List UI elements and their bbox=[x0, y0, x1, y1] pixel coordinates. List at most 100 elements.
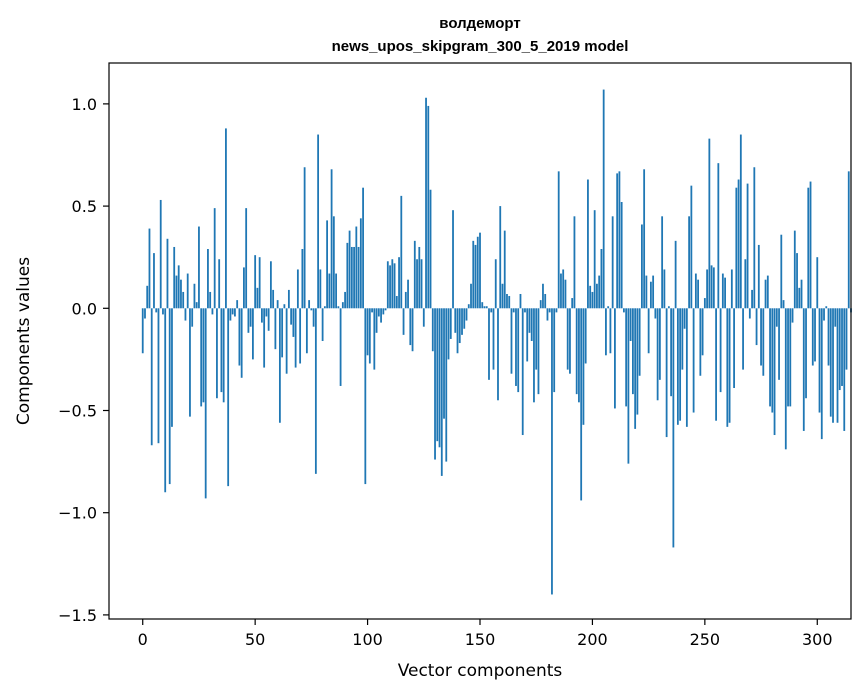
bar-0 bbox=[141, 308, 144, 354]
bar-143 bbox=[463, 308, 466, 329]
bar-171 bbox=[526, 308, 529, 362]
bar-8 bbox=[159, 199, 162, 309]
bar-237 bbox=[674, 240, 677, 309]
bar-19 bbox=[184, 308, 187, 321]
bar-274 bbox=[757, 244, 760, 309]
bar-204 bbox=[600, 249, 603, 309]
bar-32 bbox=[213, 208, 216, 309]
bar-244 bbox=[690, 185, 693, 309]
bar-145 bbox=[467, 304, 470, 309]
bar-33 bbox=[216, 308, 218, 399]
bar-141 bbox=[458, 308, 461, 344]
bar-213 bbox=[620, 202, 623, 309]
bar-6 bbox=[155, 308, 158, 313]
bar-300 bbox=[816, 257, 819, 309]
bar-124 bbox=[420, 259, 423, 309]
bar-177 bbox=[539, 300, 542, 309]
bar-238 bbox=[676, 308, 679, 425]
bar-114 bbox=[398, 257, 400, 309]
bar-64 bbox=[285, 308, 288, 374]
bar-186 bbox=[560, 273, 562, 309]
bar-199 bbox=[589, 285, 592, 309]
bar-286 bbox=[784, 308, 787, 450]
bar-92 bbox=[348, 230, 351, 309]
bar-310 bbox=[838, 308, 841, 391]
bar-51 bbox=[256, 287, 259, 309]
bar-180 bbox=[546, 308, 549, 321]
bar-60 bbox=[276, 300, 279, 309]
bar-189 bbox=[566, 308, 569, 370]
bar-276 bbox=[762, 308, 765, 376]
bar-123 bbox=[418, 246, 421, 309]
bar-157 bbox=[494, 259, 497, 309]
bar-302 bbox=[820, 308, 823, 440]
bar-89 bbox=[341, 302, 344, 309]
bar-210 bbox=[614, 308, 616, 409]
bar-313 bbox=[845, 308, 848, 370]
plot-area-frame bbox=[108, 62, 852, 620]
bar-212 bbox=[618, 171, 621, 309]
bar-185 bbox=[557, 171, 560, 309]
bar-222 bbox=[640, 224, 643, 309]
bar-88 bbox=[339, 308, 342, 386]
bar-93 bbox=[350, 246, 353, 309]
bar-151 bbox=[481, 302, 484, 309]
bar-38 bbox=[227, 308, 230, 487]
bar-17 bbox=[180, 279, 182, 309]
bar-190 bbox=[569, 308, 571, 374]
bar-148 bbox=[474, 244, 477, 309]
bar-292 bbox=[798, 287, 801, 309]
bar-28 bbox=[204, 308, 207, 499]
bar-36 bbox=[222, 308, 225, 403]
bar-255 bbox=[715, 308, 717, 421]
bar-112 bbox=[393, 263, 396, 309]
bar-161 bbox=[503, 230, 506, 309]
chart-title-line2: news_upos_skipgram_300_5_2019 model bbox=[332, 38, 629, 55]
bar-308 bbox=[834, 308, 837, 327]
bar-235 bbox=[670, 308, 673, 397]
bar-25 bbox=[198, 226, 200, 309]
bar-281 bbox=[773, 308, 776, 436]
bar-82 bbox=[326, 220, 328, 309]
bar-91 bbox=[346, 242, 349, 309]
bar-137 bbox=[449, 308, 452, 339]
bar-208 bbox=[609, 308, 612, 354]
bar-277 bbox=[764, 279, 767, 309]
bar-303 bbox=[823, 308, 825, 321]
bar-172 bbox=[528, 308, 531, 333]
bar-239 bbox=[679, 308, 682, 421]
y-tick-label-3: 0.0 bbox=[72, 299, 97, 318]
bar-216 bbox=[627, 308, 630, 464]
x-axis-label: Vector components bbox=[398, 661, 563, 681]
y-tick-label-2: −0.5 bbox=[58, 402, 97, 421]
bar-116 bbox=[402, 308, 405, 335]
bar-226 bbox=[649, 281, 652, 309]
bar-195 bbox=[580, 308, 583, 501]
bar-253 bbox=[710, 265, 713, 309]
bar-110 bbox=[389, 265, 391, 309]
bar-206 bbox=[605, 308, 607, 356]
bar-75 bbox=[310, 308, 313, 311]
bar-140 bbox=[456, 308, 459, 354]
bar-299 bbox=[814, 308, 816, 362]
bar-121 bbox=[413, 240, 416, 309]
y-tick-label-0: −1.5 bbox=[58, 606, 97, 625]
bar-182 bbox=[551, 308, 553, 595]
bar-254 bbox=[712, 267, 715, 309]
bar-196 bbox=[582, 308, 585, 425]
bar-18 bbox=[182, 291, 185, 309]
bar-229 bbox=[656, 308, 659, 401]
bar-240 bbox=[681, 308, 684, 370]
bar-174 bbox=[533, 308, 535, 403]
bar-85 bbox=[332, 216, 335, 309]
bar-43 bbox=[238, 308, 241, 366]
bar-252 bbox=[708, 138, 711, 309]
bar-159 bbox=[499, 206, 502, 309]
bar-293 bbox=[800, 279, 803, 309]
bar-201 bbox=[593, 210, 596, 309]
bar-129 bbox=[431, 308, 434, 352]
bar-242 bbox=[685, 308, 688, 427]
bar-103 bbox=[373, 308, 376, 370]
bar-7 bbox=[157, 308, 160, 444]
bar-247 bbox=[697, 279, 699, 309]
